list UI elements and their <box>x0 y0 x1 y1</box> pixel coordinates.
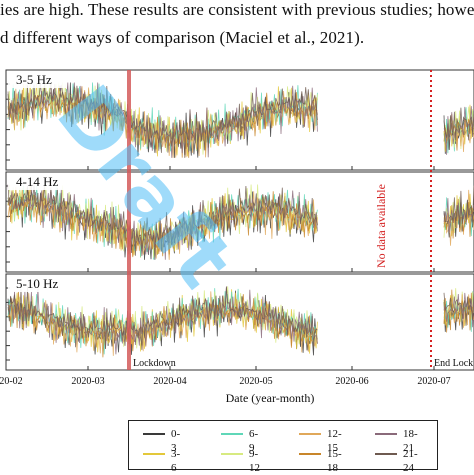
panel-label-1: 3-5 Hz <box>16 72 52 87</box>
x-tick-label-2020-05: 2020-05 <box>239 376 272 387</box>
legend-swatch <box>375 433 397 435</box>
lockdown-line <box>127 70 131 370</box>
series-21-24-panel-1-segment-1 <box>7 82 318 158</box>
legend-swatch <box>299 453 321 455</box>
x-tick-label-2020-04: 2020-04 <box>153 376 186 387</box>
panel-label-2: 4-14 Hz <box>16 174 58 189</box>
legend-label: 0-3 <box>171 428 181 454</box>
x-axis-label: Date (year-month) <box>226 391 315 405</box>
legend-swatch <box>375 453 397 455</box>
series-9-12-panel-1-segment-2 <box>443 106 474 150</box>
panel-frame-1 <box>5 69 474 171</box>
legend-label: 15-18 <box>327 448 342 474</box>
x-tick-label-2020-02: 2020-02 <box>0 376 23 387</box>
legend-swatch <box>143 453 165 455</box>
legend: 0-3 3-6 6-9 9-12 12-15 15-18 18-21 21-24 <box>128 420 438 474</box>
lockdown-label: Lockdown <box>133 358 176 369</box>
end-lockdown-label: End Lock <box>434 358 473 369</box>
panel-label-3: 5-10 Hz <box>16 276 58 291</box>
series-18-21-panel-3-segment-1 <box>7 286 318 355</box>
panel-frame-3 <box>5 273 474 371</box>
legend-swatch <box>299 433 321 435</box>
panel-label-bg <box>8 276 66 292</box>
no-data-label: No data available <box>374 184 388 268</box>
legend-label: 12-15 <box>327 428 342 454</box>
body-text-line-1: ies are high. These results are consiste… <box>0 0 474 19</box>
legend-swatch <box>221 453 243 455</box>
body-text-line-2: d different ways of comparison (Maciel e… <box>0 28 365 47</box>
legend-label: 6-9 <box>249 428 259 454</box>
x-tick-label-2020-03: 2020-03 <box>71 376 104 387</box>
series-21-24-panel-2-segment-1 <box>7 184 318 257</box>
panel-label-bg <box>8 72 66 88</box>
legend-label: 21-24 <box>403 448 418 474</box>
panel-label-bg <box>8 174 66 190</box>
series-21-24-panel-1-segment-2 <box>443 107 474 150</box>
x-tick-label-2020-06: 2020-06 <box>335 376 368 387</box>
legend-label: 9-12 <box>249 448 260 474</box>
seismic-noise-figure: Lockdown End Lock No data available 3-5 Hz 4… <box>0 69 474 405</box>
legend-swatch <box>143 433 165 435</box>
legend-label: 18-21 <box>403 428 418 454</box>
series-21-24-panel-3-segment-2 <box>443 292 474 326</box>
legend-label: 3-6 <box>171 448 181 474</box>
panel-frame-2 <box>5 171 474 273</box>
series-21-24-panel-3-segment-1 <box>7 286 318 350</box>
x-tick-label-2020-07: 2020-07 <box>417 376 450 387</box>
legend-swatch <box>221 433 243 435</box>
series-15-18-panel-2-segment-1 <box>7 190 318 258</box>
series-21-24-panel-2-segment-2 <box>443 185 474 228</box>
series-15-18-panel-1-segment-1 <box>7 89 318 158</box>
